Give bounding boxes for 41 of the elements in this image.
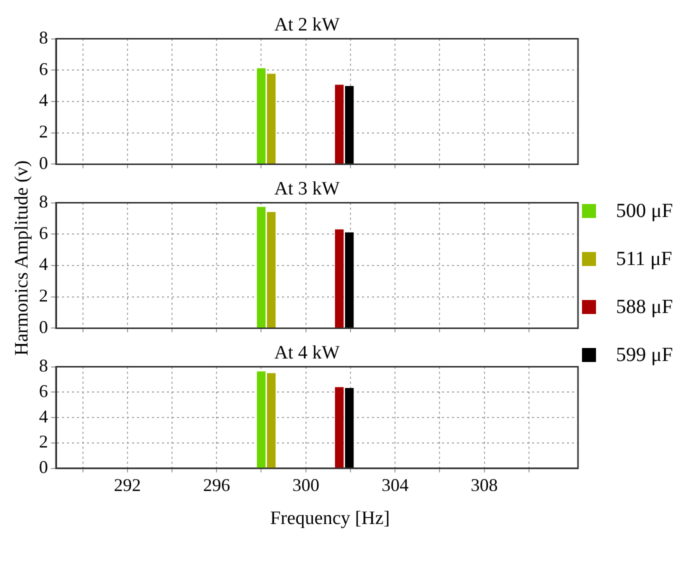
y-axis-title: Harmonics Amplitude (v) [12, 160, 34, 356]
chart-title: At 2 kW [274, 14, 340, 36]
chart-title: At 4 kW [274, 342, 340, 364]
y-tick-label: 8 [39, 192, 48, 212]
y-tick-label: 4 [39, 90, 48, 110]
bar [256, 371, 266, 468]
legend-label: 588 μF [616, 296, 673, 318]
bar [334, 387, 344, 468]
y-tick-label: 4 [39, 254, 48, 274]
bar [345, 86, 354, 164]
x-tick-label: 296 [203, 474, 230, 495]
bar [256, 68, 266, 164]
y-tick-label: 2 [39, 286, 48, 306]
x-tick-label: 304 [382, 474, 409, 495]
y-tick-label: 8 [39, 356, 48, 376]
y-tick-label: 2 [39, 432, 48, 452]
legend-label: 500 μF [616, 200, 673, 222]
y-tick-label: 0 [39, 152, 48, 173]
x-tick-label: 300 [292, 474, 320, 495]
y-tick-label: 2 [39, 122, 48, 142]
y-tick-label: 8 [39, 28, 48, 48]
y-tick-label: 6 [39, 58, 48, 79]
bar [345, 388, 354, 468]
x-axis-title: Frequency [Hz] [269, 508, 391, 530]
x-tick-label: 292 [114, 474, 141, 495]
bar [334, 84, 344, 164]
bar [345, 232, 354, 328]
y-tick-label: 0 [39, 457, 48, 478]
bar [266, 74, 276, 164]
y-tick-label: 4 [39, 406, 48, 426]
x-tick-label: 308 [470, 474, 498, 495]
bar [266, 373, 276, 468]
bar [256, 206, 266, 328]
bar [334, 229, 344, 328]
bar [266, 212, 276, 328]
legend-label: 599 μF [616, 344, 673, 366]
legend-label: 511 μF [616, 248, 672, 270]
y-tick-label: 0 [39, 316, 48, 337]
y-tick-label: 6 [39, 380, 48, 401]
y-tick-label: 6 [39, 222, 48, 243]
chart-title: At 3 kW [274, 178, 340, 200]
